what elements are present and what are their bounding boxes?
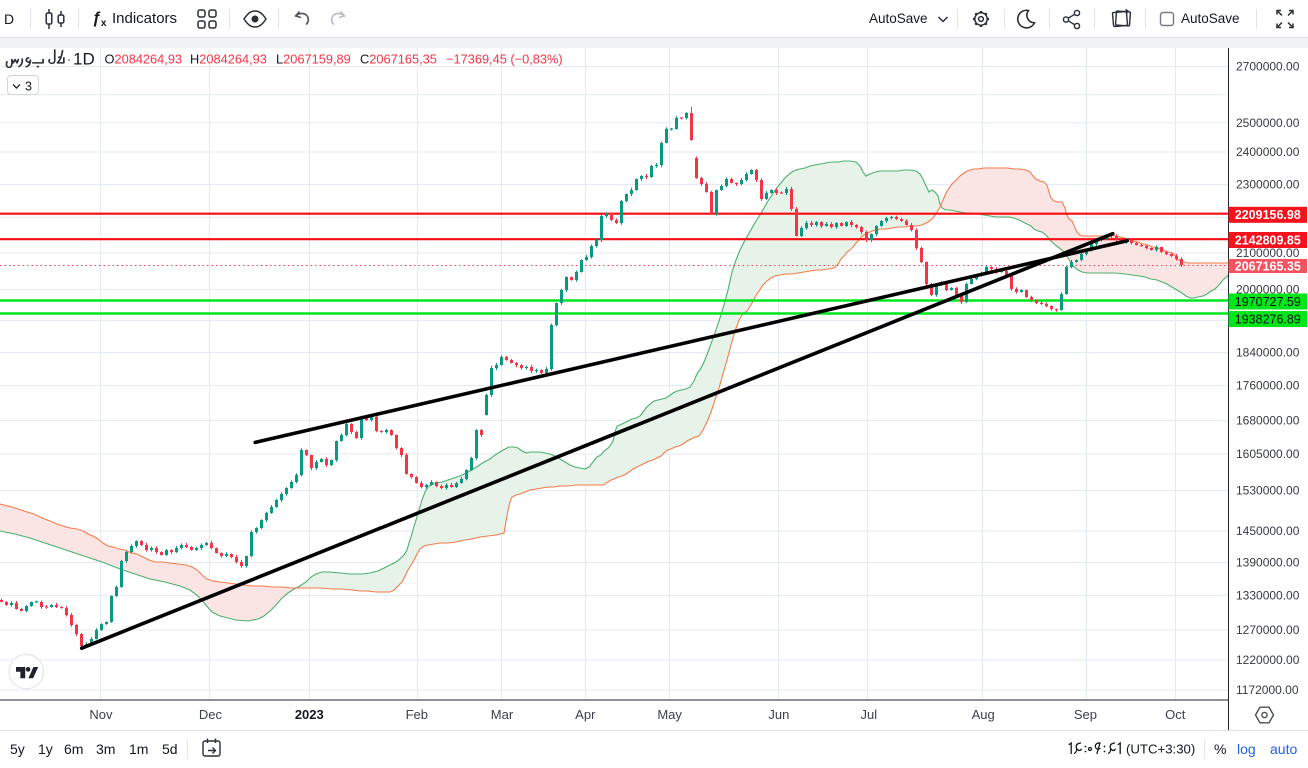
svg-text:Nov: Nov [89, 707, 113, 722]
svg-text:1330000.00: 1330000.00 [1236, 589, 1300, 603]
svg-text:2300000.00: 2300000.00 [1236, 178, 1300, 192]
svg-text:1605000.00: 1605000.00 [1236, 447, 1300, 461]
svg-text:Aug: Aug [972, 707, 995, 722]
svg-text:2100000.00: 2100000.00 [1236, 246, 1300, 260]
svg-text:Oct: Oct [1165, 707, 1186, 722]
svg-text:1938276.89: 1938276.89 [1235, 312, 1301, 326]
svg-text:1220000.00: 1220000.00 [1236, 653, 1300, 667]
svg-text:1760000.00: 1760000.00 [1236, 379, 1300, 393]
svg-text:3: 3 [25, 80, 32, 94]
svg-text:1530000.00: 1530000.00 [1236, 484, 1300, 498]
svg-text:1390000.00: 1390000.00 [1236, 556, 1300, 570]
svg-text:Feb: Feb [406, 707, 428, 722]
svg-text:·: · [67, 51, 72, 68]
svg-text:1680000.00: 1680000.00 [1236, 414, 1300, 428]
svg-text:2209156.98: 2209156.98 [1235, 208, 1301, 222]
svg-text:May: May [657, 707, 682, 722]
svg-text:2500000.00: 2500000.00 [1236, 116, 1300, 130]
svg-text:Sep: Sep [1074, 707, 1097, 722]
svg-text:−17369,45 (−0,83%): −17369,45 (−0,83%) [446, 52, 563, 67]
svg-text:1172000.00: 1172000.00 [1236, 683, 1299, 697]
svg-text:1840000.00: 1840000.00 [1236, 346, 1300, 360]
svg-text:O2084264,93: O2084264,93 [105, 52, 183, 67]
svg-text:1270000.00: 1270000.00 [1236, 623, 1300, 637]
svg-text:(UTC+3:30): (UTC+3:30) [1126, 742, 1195, 757]
svg-text:Apr: Apr [575, 707, 596, 722]
svg-text:Dec: Dec [199, 707, 223, 722]
svg-text:2142809.85: 2142809.85 [1235, 233, 1301, 247]
svg-text:2023: 2023 [295, 707, 324, 722]
svg-text:Mar: Mar [491, 707, 514, 722]
svg-text:1D: 1D [73, 50, 95, 69]
svg-text:Jul: Jul [860, 707, 877, 722]
svg-text:2067165.35: 2067165.35 [1235, 259, 1301, 273]
svg-text:H2084264,93: H2084264,93 [190, 52, 267, 67]
svg-text:2700000.00: 2700000.00 [1236, 60, 1300, 74]
svg-text:L2067159,89: L2067159,89 [276, 52, 351, 67]
svg-text:Jun: Jun [768, 707, 789, 722]
svg-text:2400000.00: 2400000.00 [1236, 145, 1300, 159]
svg-text:1970727.59: 1970727.59 [1235, 295, 1301, 309]
svg-text:2000000.00: 2000000.00 [1236, 283, 1300, 297]
svg-text:C2067165,35: C2067165,35 [360, 52, 437, 67]
svg-text:1450000.00: 1450000.00 [1236, 524, 1300, 538]
